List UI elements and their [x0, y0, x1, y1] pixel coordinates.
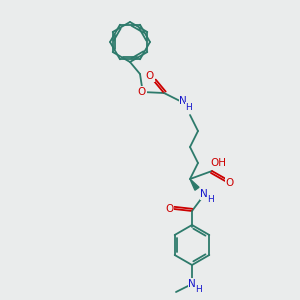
Text: O: O [165, 204, 173, 214]
Text: O: O [138, 87, 146, 97]
Text: O: O [226, 178, 234, 188]
Text: O: O [146, 71, 154, 81]
Text: H: H [208, 196, 214, 205]
Text: OH: OH [210, 158, 226, 168]
Text: H: H [196, 286, 202, 295]
Polygon shape [190, 179, 199, 190]
Text: N: N [188, 279, 196, 289]
Text: H: H [186, 103, 192, 112]
Text: N: N [200, 189, 208, 199]
Text: N: N [179, 96, 187, 106]
